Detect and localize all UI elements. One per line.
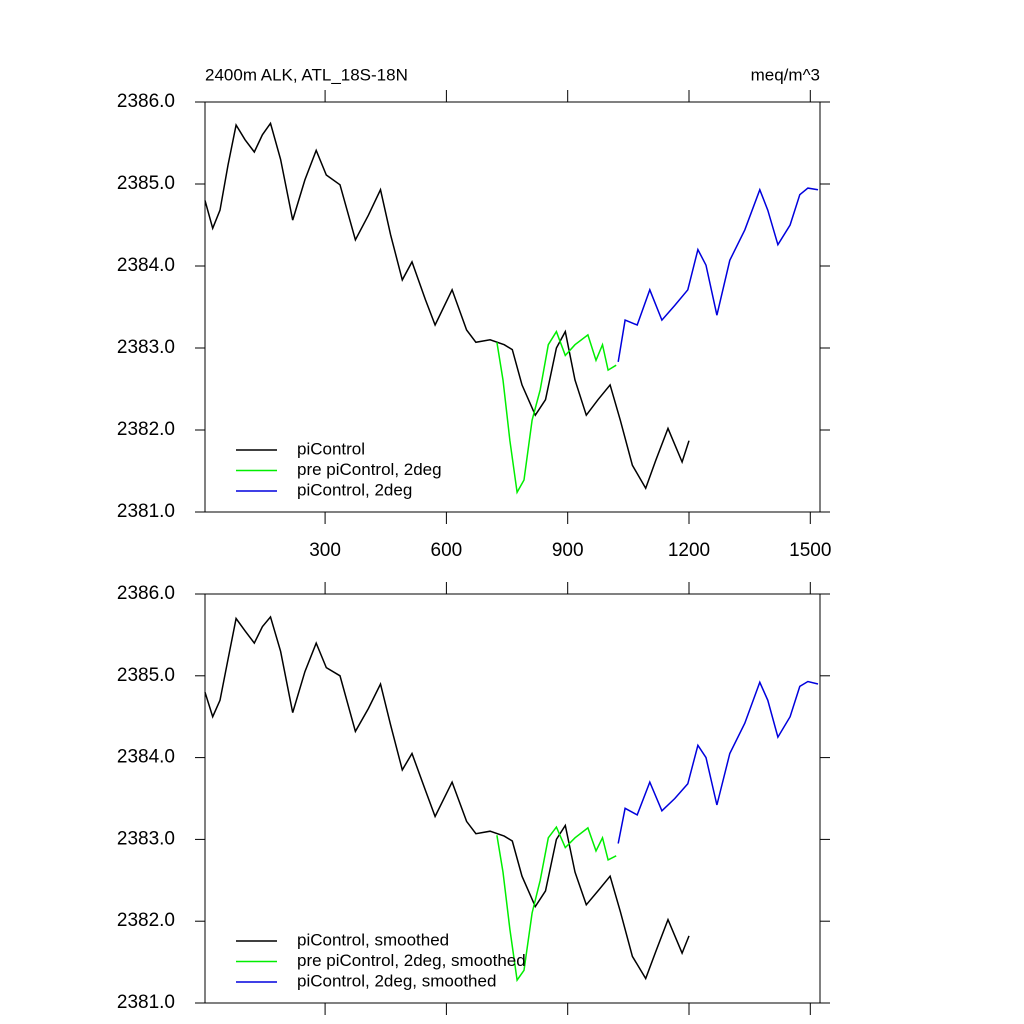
data-line [617,680,819,844]
legend-label: piControl, 2deg [297,480,412,499]
y-tick-label: 2386.0 [117,91,175,112]
data-line [617,187,819,363]
data-line [496,825,617,983]
data-line [204,121,690,490]
y-tick-label: 2386.0 [117,583,175,604]
x-tick-label: 600 [431,540,463,561]
legend-label: piControl [297,439,365,458]
legend-label: pre piControl, 2deg [297,460,442,479]
data-line [204,615,690,981]
plot-frame [204,101,821,513]
plot-frame [204,593,821,1004]
y-tick-label: 2385.0 [117,173,175,194]
y-tick-label: 2383.0 [117,337,175,358]
y-tick-label: 2385.0 [117,665,175,686]
y-tick-label: 2384.0 [117,747,175,768]
y-tick-label: 2382.0 [117,419,175,440]
legend-label: pre piControl, 2deg, smoothed [297,951,526,970]
y-tick-label: 2381.0 [117,501,175,522]
y-tick-label: 2384.0 [117,255,175,276]
unit-label: meq/m^3 [751,65,820,84]
data-line [496,329,617,495]
x-tick-label: 900 [552,540,584,561]
legend-label: piControl, smoothed [297,930,449,949]
y-tick-label: 2382.0 [117,910,175,931]
chart-title: 2400m ALK, ATL_18S-18N [205,65,408,84]
x-tick-label: 1500 [789,540,831,561]
x-tick-label: 1200 [668,540,710,561]
x-tick-label: 300 [309,540,341,561]
y-tick-label: 2383.0 [117,828,175,849]
legend-label: piControl, 2deg, smoothed [297,971,496,990]
y-tick-label: 2381.0 [117,992,175,1013]
